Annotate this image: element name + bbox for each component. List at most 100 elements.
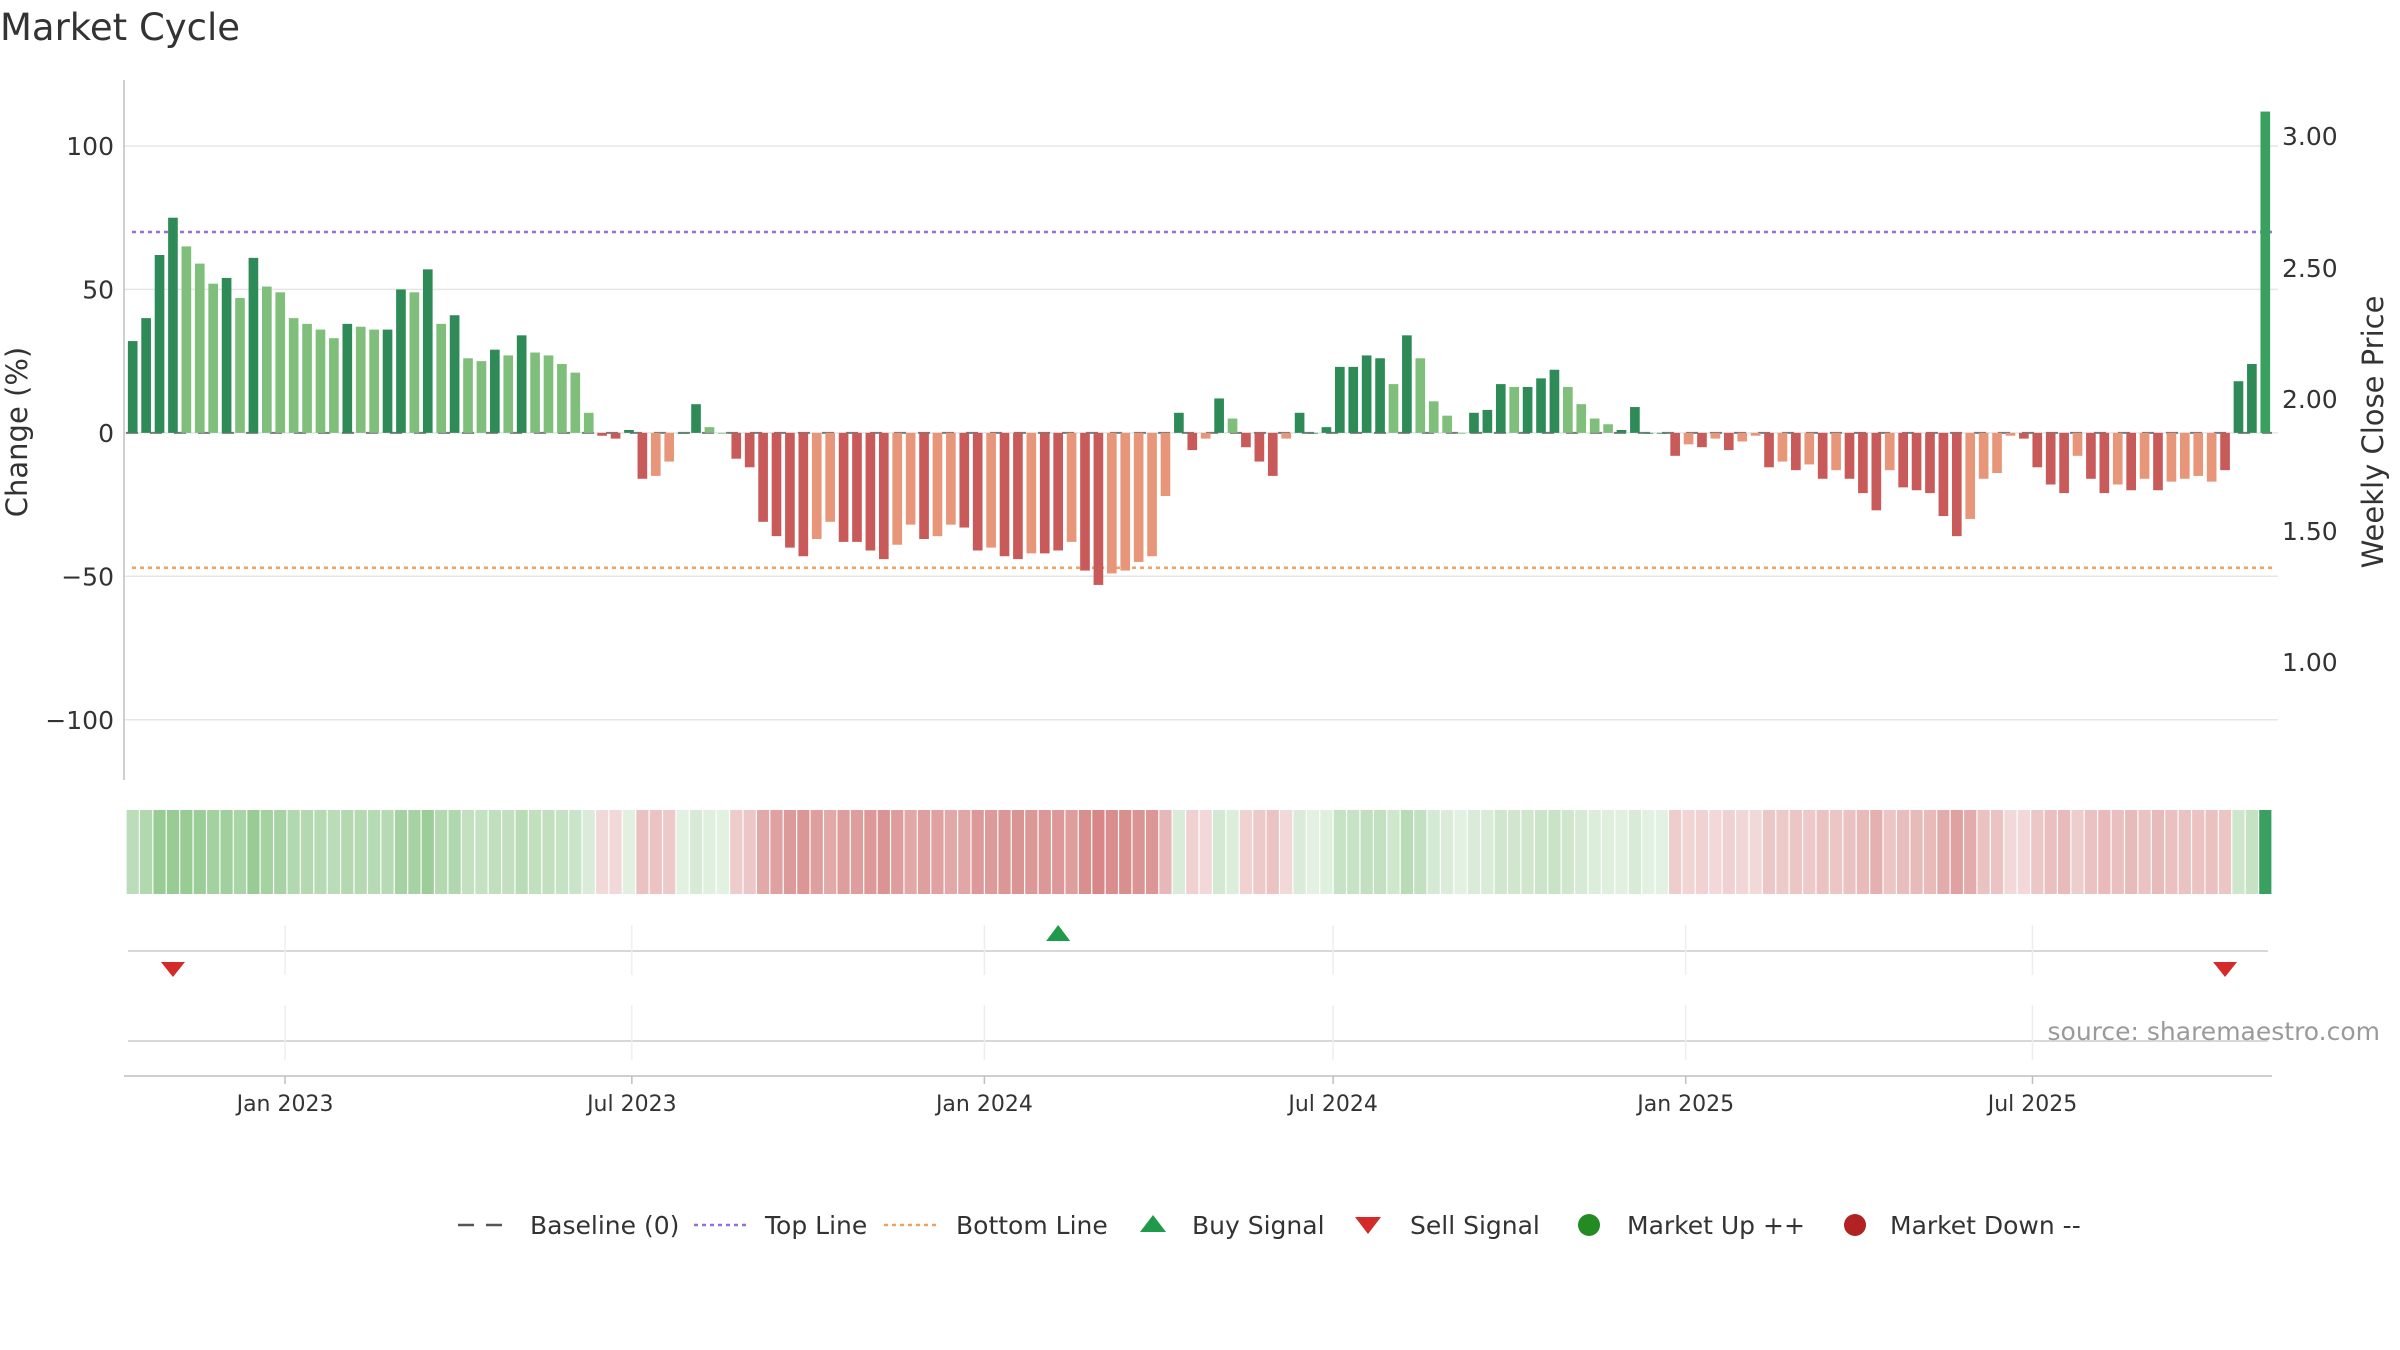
state-cell xyxy=(461,810,475,894)
change-bar xyxy=(905,432,916,525)
change-bar xyxy=(557,364,567,433)
change-bar xyxy=(449,315,460,433)
change-bar xyxy=(2019,432,2029,439)
y2-axis-label: Weekly Close Price xyxy=(2356,296,2390,569)
state-cell xyxy=(274,810,287,894)
change-bar xyxy=(1388,384,1399,433)
state-cell xyxy=(1400,810,1413,894)
change-bar xyxy=(1791,432,1801,471)
change-bar xyxy=(1764,432,1774,468)
change-bar xyxy=(1616,430,1627,433)
state-cell xyxy=(300,810,314,894)
state-cell xyxy=(1977,810,1990,894)
change-bar xyxy=(1254,432,1265,462)
change-bar xyxy=(986,432,996,548)
state-cell xyxy=(435,810,448,894)
change-bar xyxy=(1911,432,1922,491)
legend-swatch-market-down xyxy=(1844,1214,1866,1236)
state-cell xyxy=(1481,810,1494,894)
state-cell xyxy=(1923,810,1937,894)
state-cell xyxy=(1655,810,1668,894)
change-bar xyxy=(1335,366,1345,433)
state-cell xyxy=(1628,810,1642,894)
change-bar xyxy=(2072,432,2083,456)
change-bar xyxy=(1455,432,1466,434)
state-cell xyxy=(1373,810,1387,894)
change-bar xyxy=(1294,412,1305,433)
change-bar xyxy=(342,323,353,433)
state-cell xyxy=(797,810,810,894)
state-cell xyxy=(663,810,676,894)
change-bar xyxy=(262,286,272,433)
change-bar xyxy=(2086,432,2096,479)
state-cell xyxy=(1575,810,1588,894)
state-cell xyxy=(1360,810,1373,894)
state-cell xyxy=(783,810,797,894)
x-tick-label: Jul 2023 xyxy=(585,1092,677,1117)
change-bar xyxy=(2153,432,2163,491)
state-cell xyxy=(649,810,662,894)
state-cell xyxy=(1145,810,1159,894)
state-cell xyxy=(1239,810,1253,894)
change-bar xyxy=(248,257,259,433)
change-bar xyxy=(1214,398,1224,433)
change-bar xyxy=(1536,378,1546,433)
change-bar xyxy=(865,432,876,551)
state-cell xyxy=(596,810,609,894)
change-bar xyxy=(1817,432,1828,479)
state-cell xyxy=(944,810,957,894)
state-cell xyxy=(770,810,783,894)
state-cell xyxy=(1333,810,1346,894)
state-cell xyxy=(1588,810,1601,894)
y-tick-label: 100 xyxy=(66,132,114,161)
change-bar xyxy=(1080,432,1090,571)
change-bar xyxy=(731,432,742,459)
change-bar xyxy=(1026,432,1037,554)
source-label: source: sharemaestro.com xyxy=(2048,1017,2381,1046)
change-bar xyxy=(194,263,205,433)
change-bar xyxy=(2139,432,2150,479)
change-bar xyxy=(1093,432,1104,585)
change-bar xyxy=(355,326,366,433)
state-cell xyxy=(287,810,300,894)
change-bar xyxy=(878,432,889,560)
change-bar xyxy=(208,283,219,433)
change-bar xyxy=(154,255,165,433)
state-cell xyxy=(1414,810,1427,894)
change-bar xyxy=(2166,432,2177,482)
state-cell xyxy=(1990,810,2004,894)
state-cell xyxy=(850,810,864,894)
legend-label: Top Line xyxy=(764,1211,867,1240)
change-bar xyxy=(1039,432,1050,554)
change-bar xyxy=(744,432,755,468)
state-cell xyxy=(1856,810,1870,894)
change-bar xyxy=(664,432,675,462)
change-bar xyxy=(758,432,768,522)
change-bar xyxy=(530,352,540,433)
state-cell xyxy=(193,810,206,894)
state-cell xyxy=(1736,810,1749,894)
legend-label: Baseline (0) xyxy=(530,1211,679,1240)
legend-label: Market Up ++ xyxy=(1627,1211,1805,1240)
change-bar xyxy=(1442,415,1452,433)
legend-label: Buy Signal xyxy=(1192,1211,1325,1240)
state-cell xyxy=(2084,810,2098,894)
state-cell xyxy=(555,810,569,894)
state-cell xyxy=(2017,810,2030,894)
change-bar xyxy=(1227,418,1238,433)
x-tick-label: Jul 2024 xyxy=(1286,1092,1378,1117)
change-bar xyxy=(490,349,500,433)
state-cell xyxy=(1829,810,1843,894)
change-bar xyxy=(476,361,487,433)
state-cell xyxy=(1669,810,1682,894)
x-tick-label: Jan 2025 xyxy=(1635,1092,1734,1117)
legend-item: Sell Signal xyxy=(1355,1211,1540,1240)
change-bar xyxy=(1630,407,1640,433)
y-tick-label: 50 xyxy=(82,275,114,304)
y-axis: 100 50 0 −50 −100 xyxy=(45,80,125,780)
state-cell xyxy=(1172,810,1185,894)
change-bar xyxy=(1978,432,1989,479)
state-cell xyxy=(1280,810,1293,894)
state-cell xyxy=(1065,810,1078,894)
state-cell xyxy=(475,810,488,894)
